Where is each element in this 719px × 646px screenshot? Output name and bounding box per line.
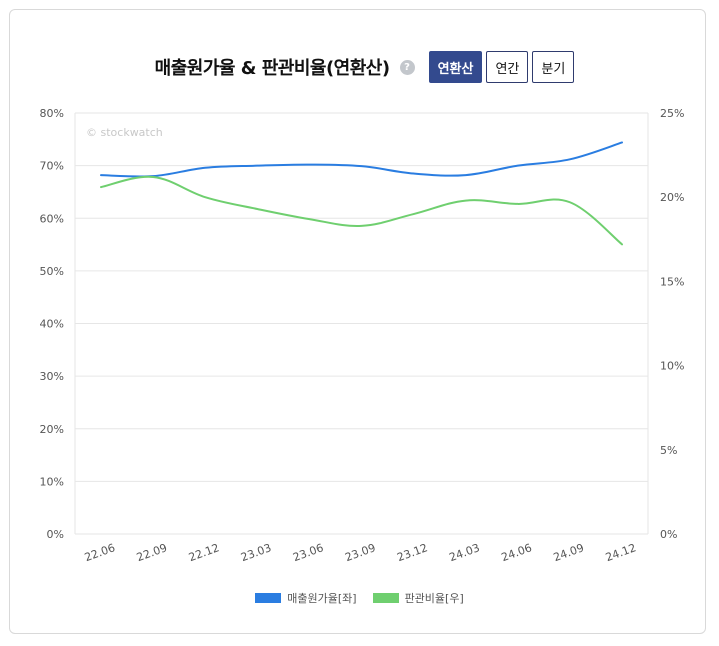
series-line-cost-ratio[interactable] [100,141,623,178]
x-tick-label: 22.09 [135,541,169,564]
left-tick-label: 20% [40,423,64,436]
x-tick-label: 22.06 [83,541,117,564]
watermark: © stockwatch [86,126,163,139]
x-tick-label: 23.09 [343,541,377,564]
x-axis-ticks: 22.06 22.09 22.12 23.03 23.06 23.09 23.12 24.03… [83,541,638,564]
legend-label-sga-ratio: 판관비율[우] [404,592,464,605]
right-tick-label: 15% [660,275,684,288]
left-tick-label: 30% [40,370,64,383]
x-tick-label: 24.06 [500,541,534,564]
left-tick-label: 40% [40,318,64,331]
chart-header: 매출원가율 & 판관비율(연환산) ? 연환산 연간 분기 [0,50,719,84]
legend: 매출원가율[좌] 판관비율[우] [0,590,719,606]
series-line-sga-ratio[interactable] [100,175,623,246]
right-axis-ticks: 0% 5% 10% 15% 20% 25% [660,107,684,541]
legend-swatch-sga-ratio [372,593,399,603]
legend-item-cost-ratio[interactable]: 매출원가율[좌] [255,590,357,606]
legend-swatch-cost-ratio [255,593,282,603]
series-lines [100,141,623,246]
annualized-button[interactable]: 연환산 [428,51,483,83]
left-tick-label: 50% [40,265,64,278]
left-tick-label: 0% [47,528,64,541]
x-tick-label: 23.06 [291,541,325,564]
x-tick-label: 24.12 [604,541,638,564]
left-axis-ticks: 0% 10% 20% 30% 40% 50% 60% 70% 80% [40,107,64,541]
help-icon[interactable]: ? [399,59,415,75]
right-tick-label: 0% [660,528,677,541]
right-tick-label: 20% [660,191,684,204]
x-tick-label: 23.12 [395,541,429,564]
x-tick-label: 22.12 [187,541,221,564]
right-tick-label: 5% [660,444,677,457]
quarter-button[interactable]: 분기 [532,51,575,83]
x-tick-label: 24.09 [552,541,586,564]
left-tick-label: 80% [40,107,64,120]
left-tick-label: 70% [40,160,64,173]
x-tick-label: 24.03 [447,541,481,564]
legend-label-cost-ratio: 매출원가율[좌] [287,592,357,605]
x-tick-label: 23.03 [239,541,273,564]
right-tick-label: 10% [660,360,684,373]
right-tick-label: 25% [660,107,684,120]
legend-item-sga-ratio[interactable]: 판관비율[우] [372,590,464,606]
left-tick-label: 60% [40,212,64,225]
chart-title: 매출원가율 & 판관비율(연환산) [154,58,390,79]
left-tick-label: 10% [40,475,64,488]
annual-button[interactable]: 연간 [486,51,529,83]
